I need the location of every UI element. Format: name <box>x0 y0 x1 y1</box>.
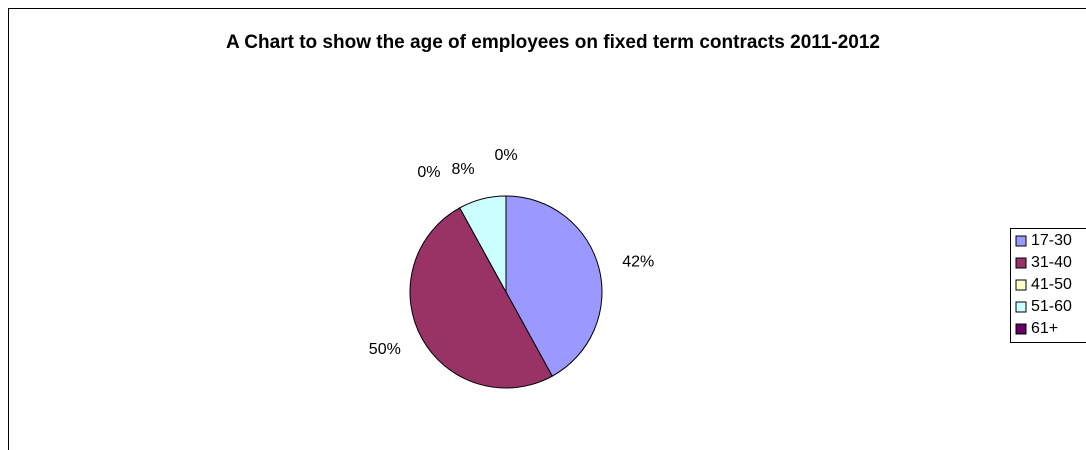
legend-label: 51-60 <box>1031 298 1072 315</box>
legend-label: 31-40 <box>1031 254 1072 271</box>
chart-title: A Chart to show the age of employees on … <box>226 32 880 53</box>
data-label: 0% <box>494 147 517 164</box>
legend-label: 17-30 <box>1031 232 1072 249</box>
legend-swatch <box>1015 279 1027 291</box>
pie-slice <box>505 195 603 377</box>
legend-swatch <box>1015 323 1027 335</box>
chart-frame <box>8 8 1086 450</box>
data-label: 50% <box>369 341 401 358</box>
data-label: 42% <box>622 253 654 270</box>
legend-swatch <box>1015 257 1027 269</box>
legend-label: 61+ <box>1031 320 1058 337</box>
data-label: 0% <box>417 164 440 181</box>
legend-swatch <box>1015 235 1027 247</box>
legend-swatch <box>1015 301 1027 313</box>
legend-label: 41-50 <box>1031 276 1072 293</box>
data-label: 8% <box>452 161 475 178</box>
pie-slice <box>409 207 553 389</box>
